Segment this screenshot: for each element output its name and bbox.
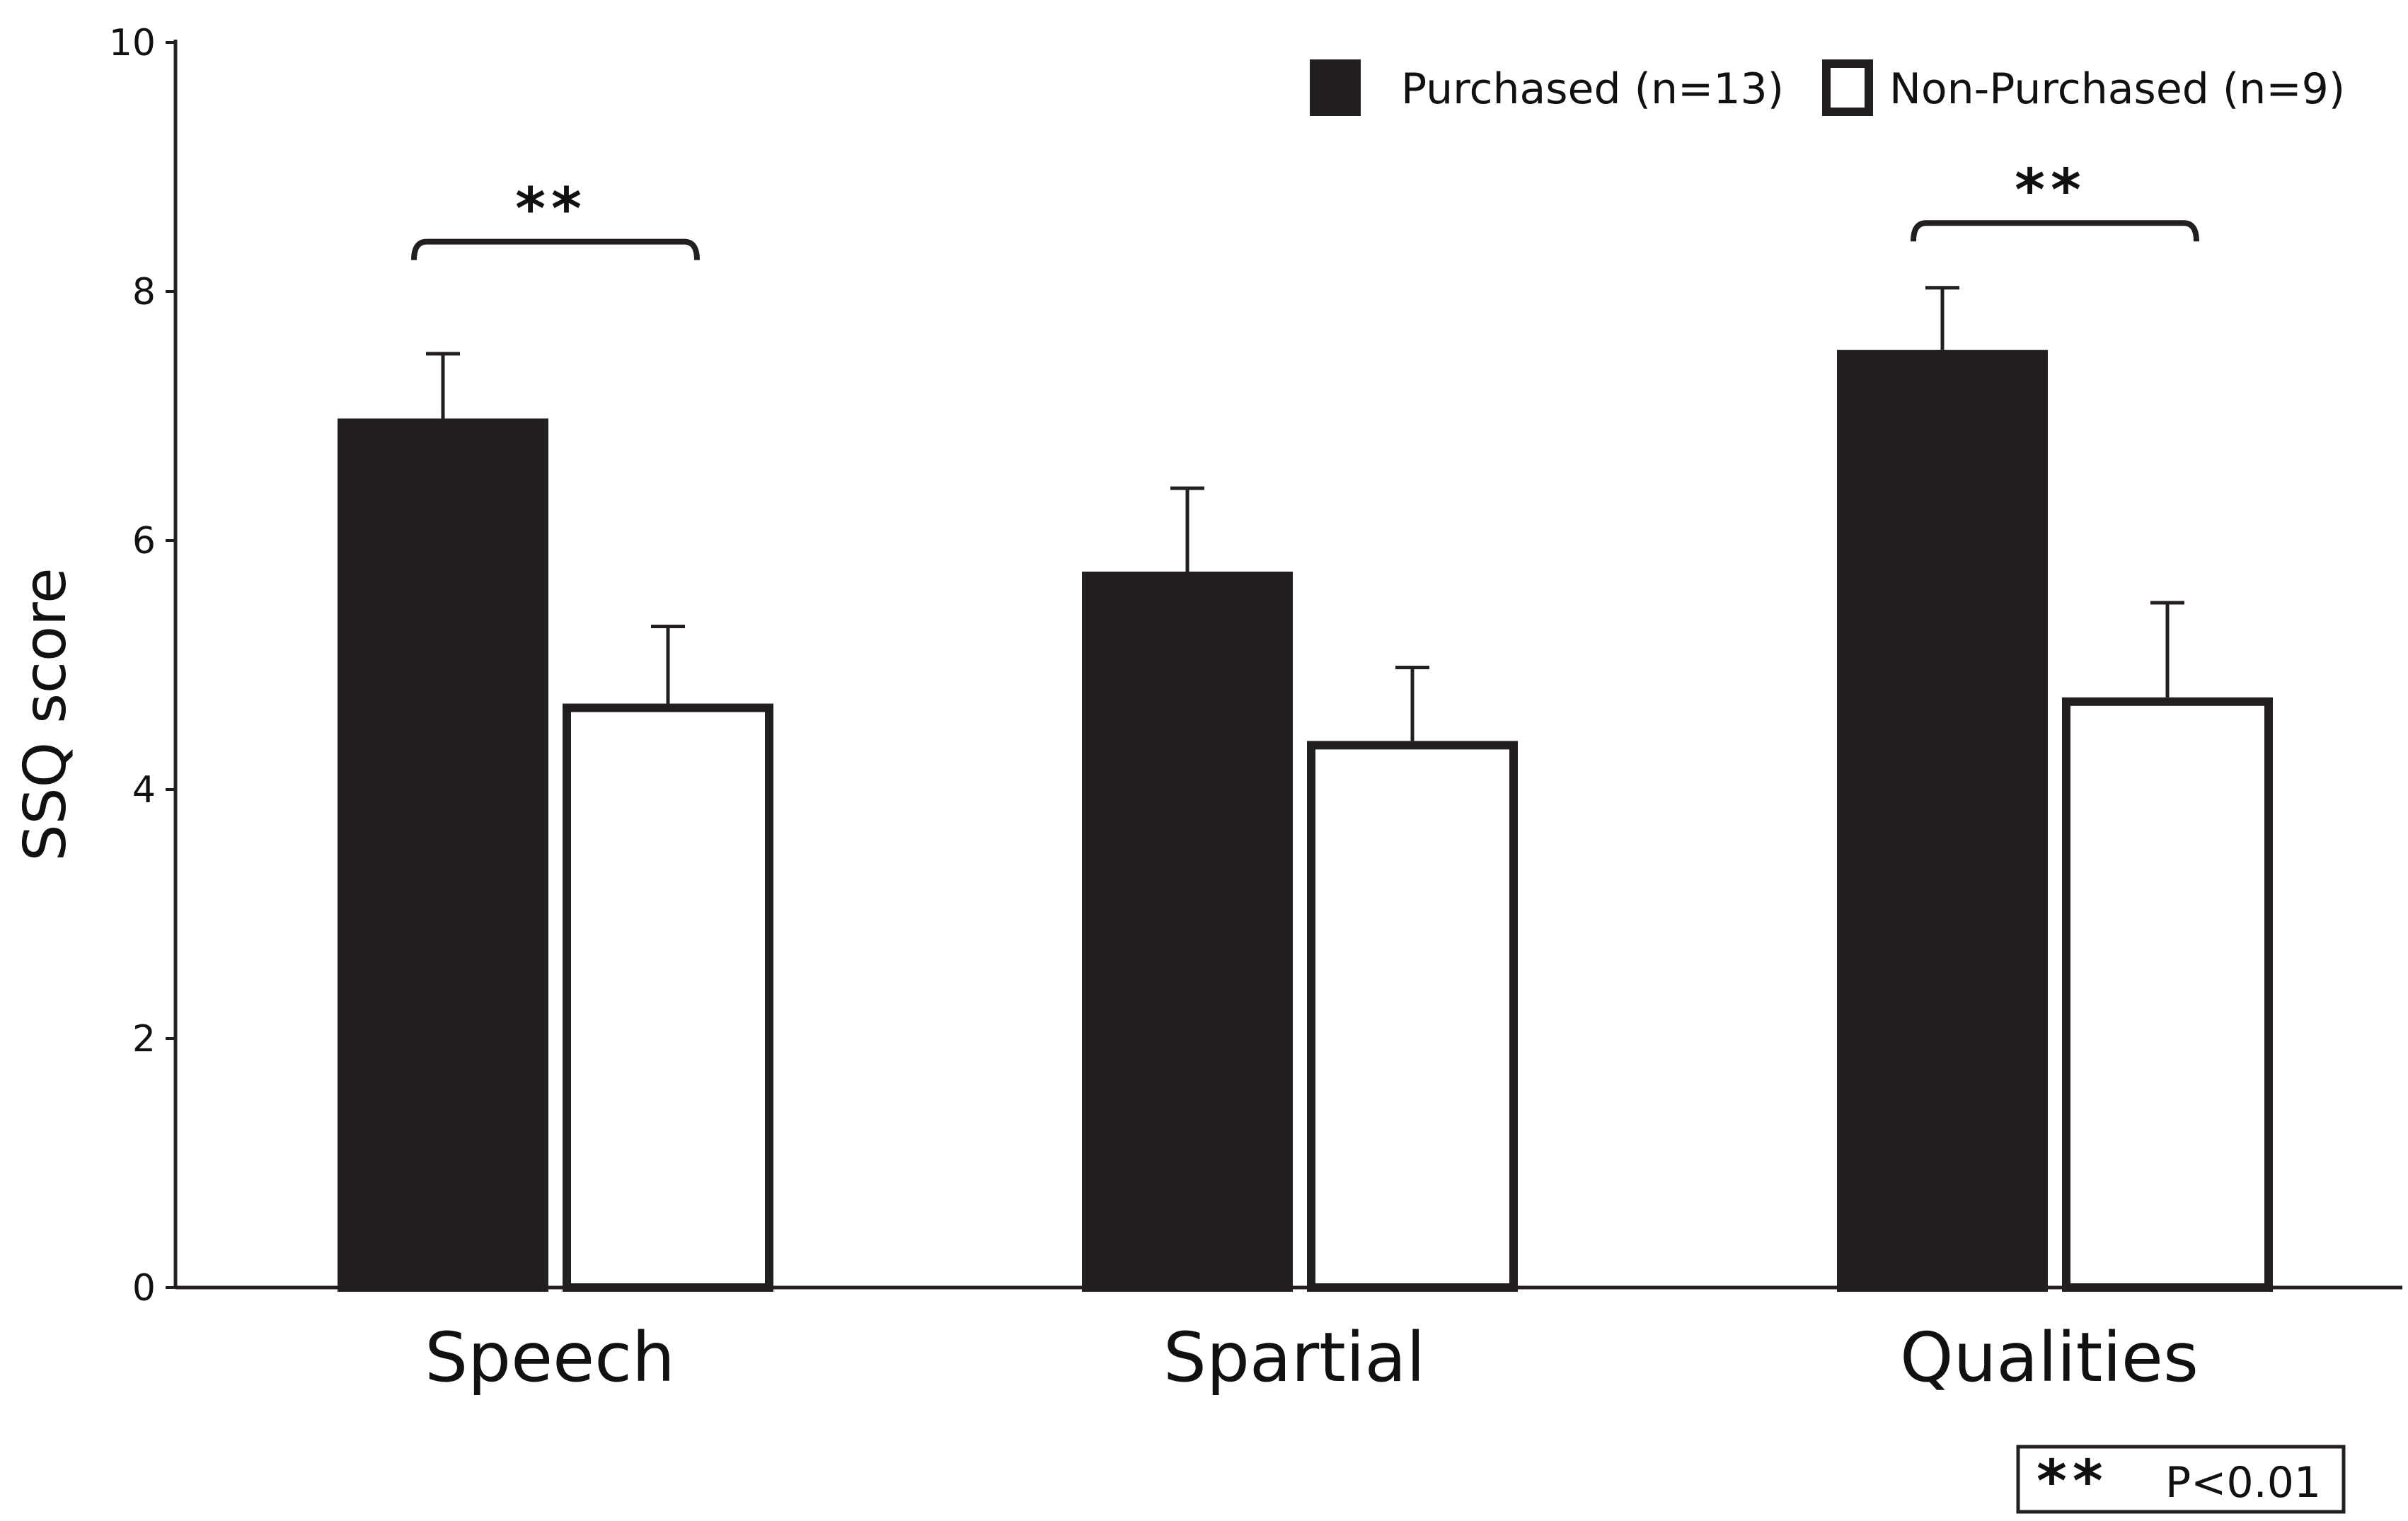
note-text: P<0.01 bbox=[2165, 1458, 2321, 1508]
y-tick-label: 2 bbox=[132, 1018, 156, 1060]
bar-speech-purchased bbox=[338, 418, 548, 1292]
x-category-label: Qualities bbox=[1900, 1318, 2199, 1397]
y-tick-label: 6 bbox=[132, 520, 156, 562]
y-tick-label: 10 bbox=[109, 22, 156, 64]
bar-spartial-non-purchased bbox=[1307, 741, 1518, 1292]
bar-spartial-purchased bbox=[1082, 572, 1293, 1292]
legend-swatch-purchased bbox=[1310, 59, 1361, 116]
note-mark: ** bbox=[2037, 1448, 2109, 1515]
significance-mark: ** bbox=[515, 176, 587, 243]
legend-label-purchased: Purchased (n=13) bbox=[1401, 64, 1784, 114]
legend-swatch-non-purchased bbox=[1822, 59, 1873, 116]
y-axis-title: SSQ score bbox=[12, 567, 79, 861]
significance-bracket bbox=[1911, 220, 2199, 242]
significance-mark: ** bbox=[2015, 157, 2087, 224]
y-tick-label: 4 bbox=[132, 769, 156, 811]
legend-label-non-purchased: Non-Purchased (n=9) bbox=[1889, 64, 2345, 114]
y-tick-label: 8 bbox=[132, 271, 156, 313]
bar-qualities-purchased bbox=[1837, 349, 2048, 1292]
bar-qualities-non-purchased bbox=[2062, 697, 2273, 1292]
x-category-label: Speech bbox=[425, 1318, 675, 1397]
significance-bracket bbox=[411, 238, 700, 260]
bar-speech-non-purchased bbox=[563, 703, 773, 1292]
y-tick-label: 0 bbox=[132, 1267, 156, 1309]
note-box bbox=[2016, 1445, 2346, 1514]
x-category-label: Spartial bbox=[1163, 1318, 1425, 1397]
